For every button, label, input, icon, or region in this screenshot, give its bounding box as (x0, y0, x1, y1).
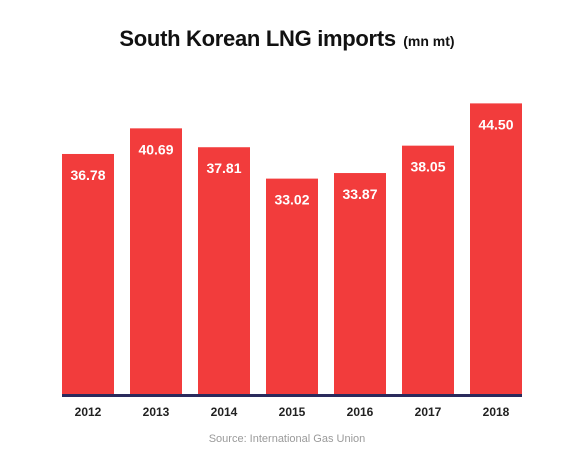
data-label-2016: 33.87 (342, 186, 377, 202)
source-note: Source: International Gas Union (208, 433, 366, 445)
bar-2017 (402, 145, 454, 395)
data-label-2014: 37.81 (206, 160, 241, 176)
chart-title-unit: (mn mt) (403, 33, 455, 49)
x-tick-label-2018: 2018 (483, 405, 510, 419)
chart-title-block: South Korean LNG imports (mn mt) (0, 26, 574, 52)
bar-2018 (470, 103, 522, 395)
x-tick-label-2013: 2013 (143, 405, 170, 419)
x-tick-label-2016: 2016 (347, 405, 374, 419)
x-tick-label-2017: 2017 (415, 405, 442, 419)
bar-2013 (130, 128, 182, 395)
bar-2014 (198, 147, 250, 395)
data-label-2013: 40.69 (138, 141, 173, 157)
data-label-2017: 38.05 (410, 159, 445, 175)
data-label-2018: 44.50 (478, 116, 513, 132)
chart-title: South Korean LNG imports (119, 26, 396, 51)
x-tick-label-2014: 2014 (211, 405, 238, 419)
data-label-2015: 33.02 (274, 192, 309, 208)
x-tick-label-2012: 2012 (75, 405, 102, 419)
bar-2016 (334, 173, 386, 395)
data-label-2012: 36.78 (70, 167, 105, 183)
x-tick-label-2015: 2015 (279, 405, 306, 419)
x-axis-line (62, 394, 522, 397)
bar-2012 (62, 153, 114, 395)
bar-2015 (266, 178, 318, 395)
